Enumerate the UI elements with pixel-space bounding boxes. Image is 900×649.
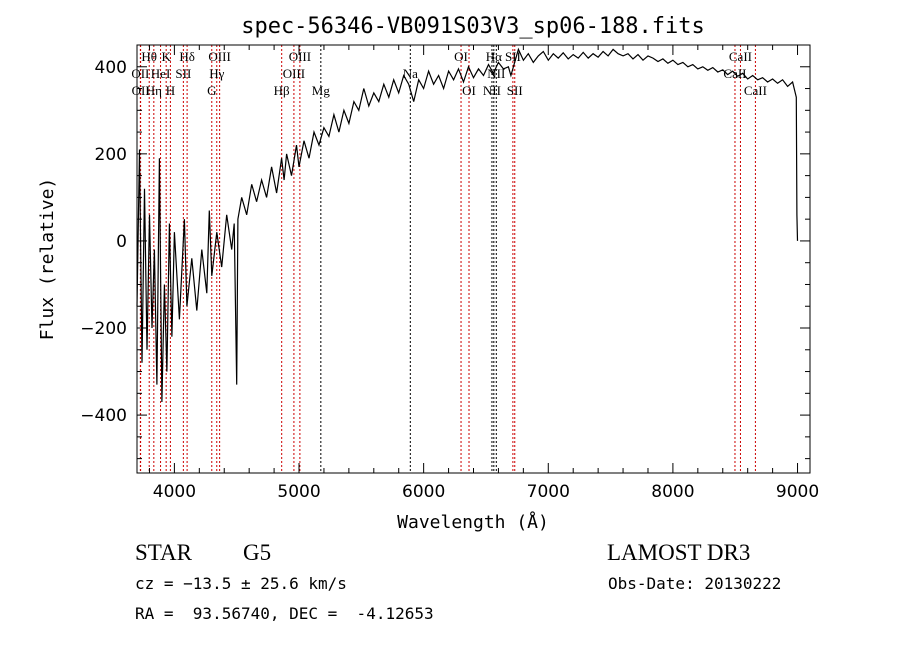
redshift-text: cz = −13.5 ± 25.6 km/s: [135, 574, 347, 593]
line-markers: [139, 45, 756, 473]
x-tick-label: 6000: [402, 482, 445, 502]
line-label: HeI: [151, 66, 171, 81]
x-tick-label: 5000: [277, 482, 320, 502]
y-tick-label: 0: [116, 232, 127, 252]
object-class: STAR: [135, 540, 192, 565]
object-subclass: G5: [243, 540, 272, 565]
x-axis-label: Wavelength (Å): [397, 511, 549, 533]
line-label: Hα: [486, 49, 502, 64]
line-label: OI: [462, 83, 476, 98]
coordinates: RA = 93.56740, DEC = -4.12653: [135, 604, 434, 623]
line-label: OII: [131, 66, 149, 81]
survey-name: LAMOST DR3: [607, 540, 751, 565]
line-label: OIII: [283, 66, 305, 81]
line-label: H: [166, 83, 175, 98]
line-label: CaII: [744, 83, 767, 98]
x-tick-label: 8000: [651, 482, 694, 502]
line-label: OII: [132, 83, 150, 98]
x-tick-label: 4000: [153, 482, 196, 502]
y-tick-label: −200: [80, 319, 127, 339]
line-labels: OIIOIIHθHηHeIKHSIIHδGHγOIIIHβOIIIOIIIMgN…: [131, 49, 767, 98]
obs-date: Obs-Date: 20130222: [608, 574, 782, 593]
line-label: CaII: [729, 49, 752, 64]
line-label: OIII: [208, 49, 230, 64]
spectrum-series-line: [136, 47, 799, 403]
y-tick-label: 400: [95, 58, 127, 78]
line-label: K: [161, 49, 171, 64]
axis-ticks: 4000 5000 6000 7000 8000 9000 −400 −200 0 200 400: [80, 44, 819, 502]
chart-title: spec-56346-VB091S03V3_sp06-188.fits: [241, 14, 705, 39]
line-label: G: [207, 83, 216, 98]
x-tick-label: 9000: [776, 482, 819, 502]
y-tick-label: 200: [95, 145, 127, 165]
line-label: SII: [507, 83, 523, 98]
line-label: Mg: [312, 83, 331, 98]
x-tick-label: 7000: [527, 482, 570, 502]
y-axis-label: Flux (relative): [37, 178, 58, 341]
line-label: NII: [483, 83, 501, 98]
line-label: Hδ: [179, 49, 195, 64]
line-label: OI: [454, 49, 468, 64]
line-label: Hβ: [274, 83, 290, 98]
line-label: SII: [175, 66, 191, 81]
line-label: Hθ: [141, 49, 157, 64]
line-label: Hη: [146, 83, 162, 98]
y-tick-label: −400: [80, 406, 127, 426]
line-label: Na: [403, 66, 418, 81]
line-label: OIII: [289, 49, 311, 64]
line-label: Hγ: [209, 66, 224, 81]
